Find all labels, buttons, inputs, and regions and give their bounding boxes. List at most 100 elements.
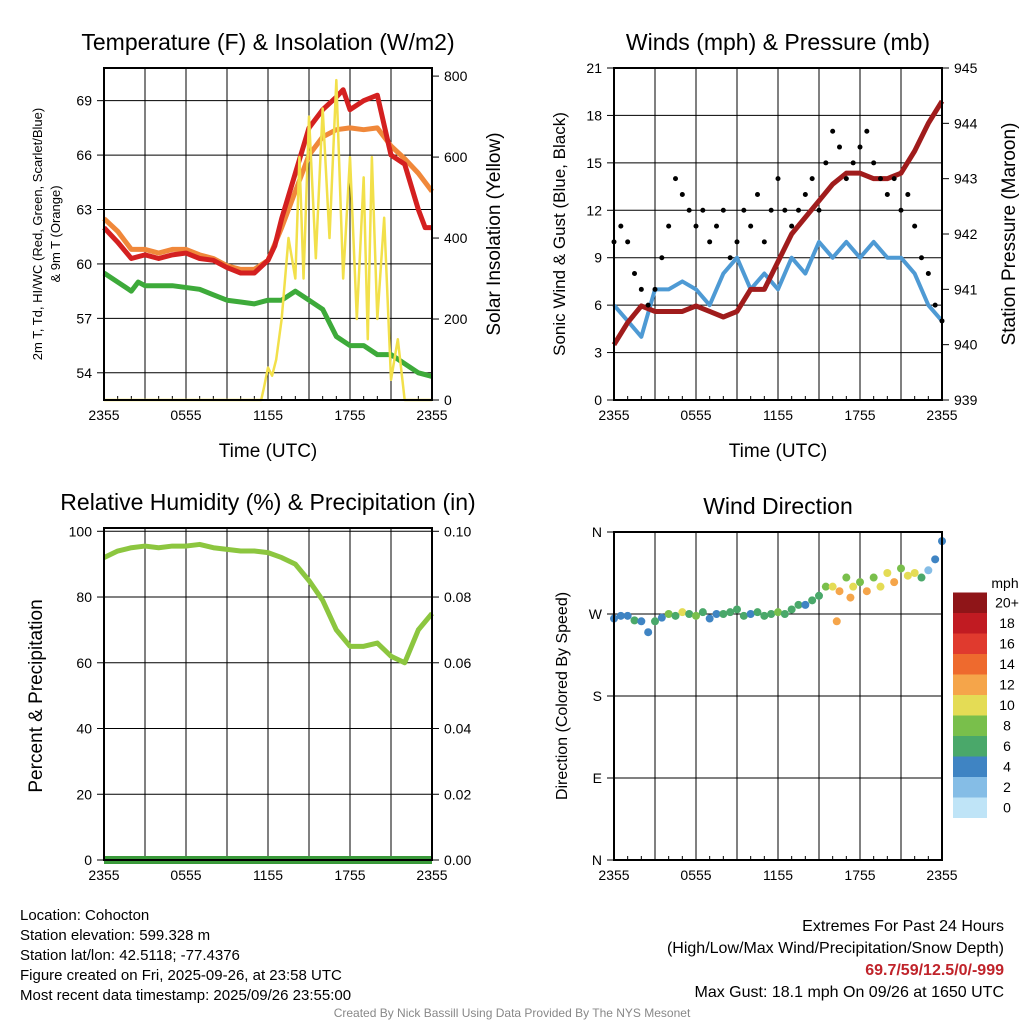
y-tick-label: 66 <box>76 147 92 163</box>
gust-point <box>802 191 808 197</box>
y-tick-label: 15 <box>586 155 602 171</box>
panel-title: Winds (mph) & Pressure (mb) <box>626 29 930 55</box>
x-tick-label: 0555 <box>680 407 711 423</box>
plot-border <box>103 67 433 401</box>
series-solar-insolation <box>104 78 432 402</box>
gust-point <box>912 223 918 229</box>
direction-point <box>651 617 659 626</box>
gust-point <box>796 207 801 213</box>
y-tick-label: 3 <box>594 345 602 361</box>
gust-point <box>878 176 883 182</box>
legend-label: 10 <box>999 697 1015 713</box>
elevation: Station elevation: 599.328 m <box>20 927 211 944</box>
gust-point <box>755 191 760 197</box>
x-tick-label: 1755 <box>334 407 365 423</box>
legend-label: 12 <box>999 677 1015 693</box>
legend-swatch <box>953 756 987 777</box>
direction-point <box>910 569 919 577</box>
direction-point <box>719 610 728 618</box>
y2-tick-label: 941 <box>954 281 978 297</box>
y-tick-label: 57 <box>76 310 92 326</box>
legend-swatch <box>953 613 987 634</box>
x-tick-label: 1155 <box>253 407 283 423</box>
direction-point <box>883 569 892 577</box>
max-gust: Max Gust: 18.1 mph On 09/26 at 1650 UTC <box>694 984 1005 1001</box>
series-2m-td <box>102 270 433 379</box>
y2-tick-label: 0.04 <box>444 721 471 737</box>
y2-tick-label: 945 <box>954 60 978 76</box>
direction-point <box>630 616 639 625</box>
legend-label: 20+ <box>995 595 1019 611</box>
gust-point <box>625 239 631 245</box>
direction-point <box>828 582 837 591</box>
gust-point <box>727 255 733 261</box>
gust-point <box>857 144 863 150</box>
direction-point <box>842 573 851 582</box>
extremes-values: 69.7/59/12.5/0/-999 <box>865 962 1004 979</box>
gust-point <box>775 176 781 182</box>
y-tick-label: 80 <box>76 589 92 605</box>
gust-point <box>761 239 767 245</box>
y2-tick-label: 600 <box>444 149 468 165</box>
direction-point <box>856 578 864 587</box>
y2-tick-label: 0.00 <box>444 852 471 868</box>
gust-point <box>891 176 897 182</box>
direction-point <box>931 555 940 564</box>
direction-point <box>897 564 905 573</box>
panel-title: Temperature (F) & Insolation (W/m2) <box>81 29 454 55</box>
direction-point <box>924 566 933 575</box>
gust-point <box>871 160 877 166</box>
direction-point <box>876 582 885 591</box>
gust-point <box>714 223 719 229</box>
gust-point <box>686 207 692 213</box>
gust-point <box>741 207 747 213</box>
y2-axis-label: Station Pressure (Maroon) <box>999 123 1020 346</box>
x-tick-label: 0555 <box>170 407 201 423</box>
direction-point <box>835 587 844 596</box>
gust-point <box>864 128 870 134</box>
direction-point <box>616 611 625 620</box>
y2-tick-label: 800 <box>444 68 468 84</box>
wind-speed-line <box>612 239 944 339</box>
recent-timestamp: Most recent data timestamp: 2025/09/26 2… <box>20 987 352 1004</box>
y-tick-label: 0 <box>84 852 92 868</box>
direction-point <box>801 600 810 609</box>
panel-title: Wind Direction <box>703 493 853 519</box>
direction-point <box>623 611 632 620</box>
y-axis-label: Percent & Precipitation <box>26 599 47 792</box>
y-axis-label: 2m T, Td, HI/WC (Red, Green, Scarlet/Blu… <box>30 108 45 360</box>
y-tick-label: N <box>592 524 602 540</box>
gust-point <box>618 223 624 229</box>
direction-point <box>890 578 899 587</box>
y-tick-label: 21 <box>586 60 602 76</box>
y2-tick-label: 940 <box>954 337 978 353</box>
x-tick-label: 1155 <box>763 407 793 423</box>
y-tick-label: E <box>593 770 602 786</box>
gust-point <box>809 176 815 182</box>
gust-point <box>884 191 890 197</box>
legend-label: 8 <box>1003 718 1011 734</box>
x-tick-label: 2355 <box>926 407 957 423</box>
direction-point <box>726 608 735 617</box>
gust-point <box>645 302 651 308</box>
y-tick-label: 69 <box>76 93 92 109</box>
plot-border <box>613 67 943 401</box>
direction-point <box>808 596 817 605</box>
direction-point <box>917 573 926 582</box>
x-tick-label: 2355 <box>416 407 447 423</box>
direction-point <box>794 600 803 609</box>
direction-point <box>821 582 830 591</box>
x-tick-label: 2355 <box>88 407 119 423</box>
direction-point <box>637 617 646 626</box>
legend-swatch <box>953 715 987 736</box>
extremes-subtitle: (High/Low/Max Wind/Precipitation/Snow De… <box>666 940 1004 957</box>
legend-swatch <box>953 797 987 818</box>
rh-line <box>102 541 434 666</box>
y-tick-label: 100 <box>69 523 93 539</box>
station-info: Location: Cohocton Station elevation: 59… <box>20 906 351 1006</box>
x-tick-label: 1155 <box>763 867 793 883</box>
legend-swatch <box>953 695 987 716</box>
direction-point <box>780 610 789 618</box>
x-tick-label: 2355 <box>88 867 119 883</box>
gust-point <box>789 223 795 229</box>
